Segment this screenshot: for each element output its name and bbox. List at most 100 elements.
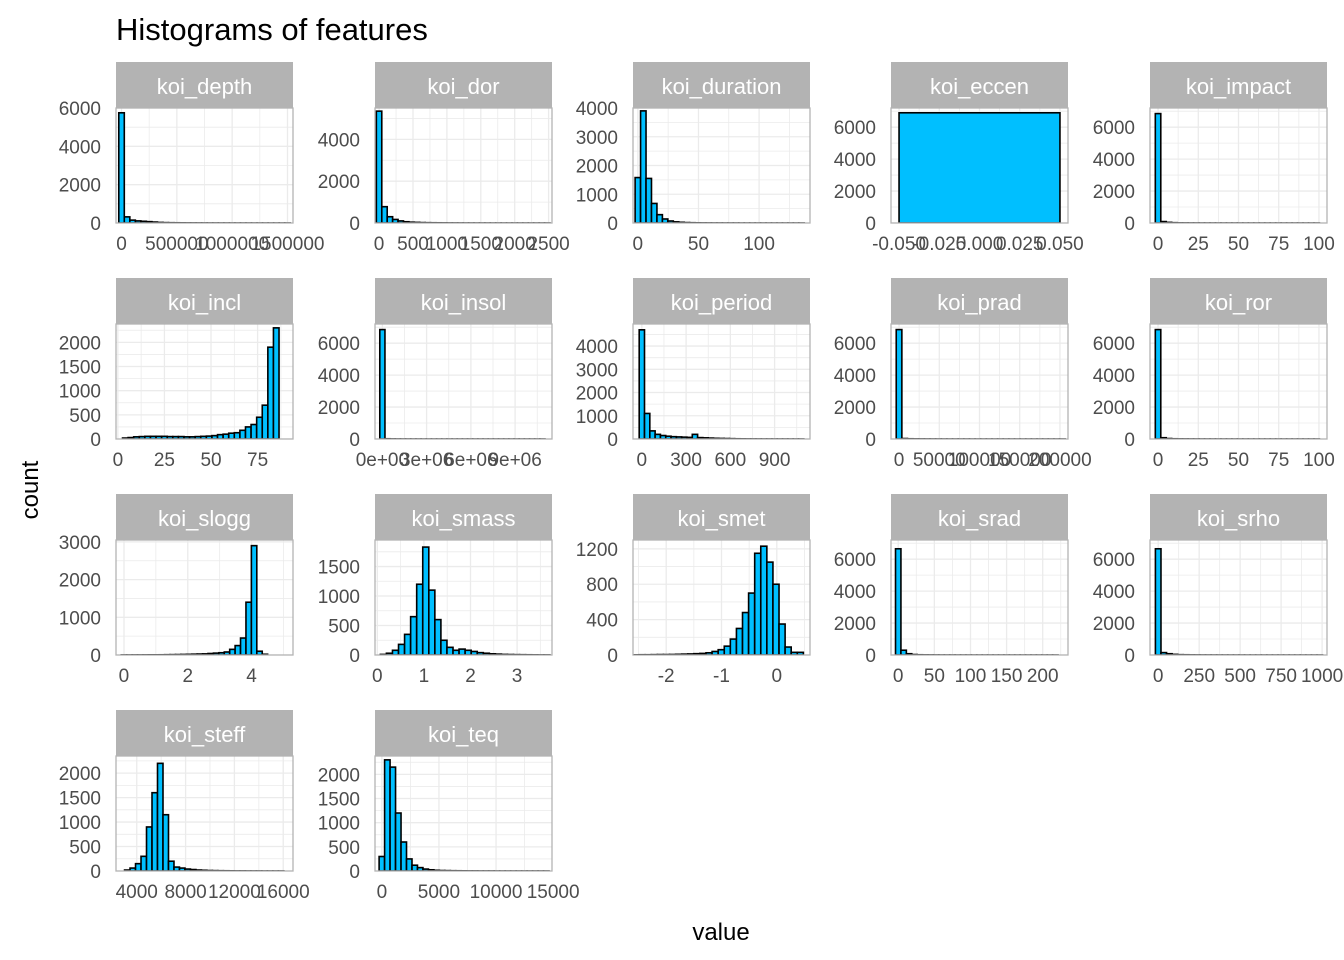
- y-tick-label: 0: [349, 214, 360, 235]
- histogram-bar: [645, 177, 653, 223]
- histogram-bar: [729, 638, 738, 655]
- x-tick-label: 500: [1224, 666, 1256, 687]
- chart-title: Histograms of features: [116, 12, 428, 47]
- histogram-bar: [446, 646, 454, 655]
- x-tick-label: 0: [377, 882, 388, 903]
- histogram-bar: [723, 645, 732, 655]
- histogram-bar: [228, 648, 236, 655]
- y-tick-label: 6000: [834, 118, 876, 139]
- facet-strip-label: koi_duration: [662, 74, 782, 99]
- facet-strip-label: koi_insol: [421, 290, 507, 315]
- y-tick-label: 1000: [59, 382, 101, 403]
- histogram-bars: [379, 546, 551, 655]
- facet-strip-label: koi_prad: [937, 290, 1021, 315]
- panel-border: [115, 539, 294, 656]
- histogram-bar: [134, 862, 142, 871]
- y-tick-label: 6000: [834, 550, 876, 571]
- facet-strip: [891, 62, 1068, 108]
- histogram-bar: [261, 404, 269, 439]
- x-tick-label: 25: [1188, 234, 1209, 255]
- x-tick-label: 0.025: [996, 234, 1044, 255]
- histogram-bar: [753, 552, 762, 655]
- y-tick-label: 4000: [834, 582, 876, 603]
- y-tick-label: 6000: [318, 334, 360, 355]
- y-tick-label: 400: [586, 611, 618, 632]
- x-tick-label: 150000: [988, 450, 1051, 471]
- facet-strip: [375, 278, 552, 324]
- x-tick-label: 5000: [418, 882, 460, 903]
- histogram-bars: [120, 544, 269, 655]
- x-tick-label: 9e+06: [488, 450, 541, 471]
- histogram-bar: [405, 858, 413, 871]
- gridlines: [375, 324, 552, 439]
- y-tick-label: 2000: [59, 333, 101, 354]
- y-tick-label: 2000: [318, 172, 360, 193]
- histogram-bar: [735, 627, 744, 655]
- panel-border: [374, 539, 553, 656]
- facet-strip-label: koi_steff: [164, 722, 246, 747]
- panel-border: [632, 107, 811, 224]
- y-tick-label: 1000: [59, 813, 101, 834]
- histogram-bar: [458, 648, 466, 655]
- facet-strip: [1150, 278, 1327, 324]
- y-tick-label: 2000: [59, 571, 101, 592]
- panel-border: [374, 755, 553, 872]
- facet-strip: [1150, 62, 1327, 108]
- facet-strip: [375, 710, 552, 756]
- x-tick-label: -0.050: [872, 234, 926, 255]
- facet-strip: [633, 278, 810, 324]
- x-tick-label: 0.000: [956, 234, 1004, 255]
- facet-koi_steff: koi_steff 0 500 1000 1500 2000 4000 8000 1200016…: [59, 710, 310, 903]
- histogram-bar: [895, 328, 903, 439]
- facet-strip-label: koi_impact: [1186, 74, 1291, 99]
- facet-koi_duration: koi_duration 0 1000 2000 3000 4000 0 50 100: [576, 62, 811, 255]
- panel-border: [632, 539, 811, 656]
- histogram-bar: [415, 583, 424, 655]
- x-tick-label: 0: [1153, 666, 1164, 687]
- facet-koi_depth: koi_depth 0 2000 4000 6000 0 50000010000001500…: [59, 62, 324, 255]
- x-tick-label: 2: [182, 666, 193, 687]
- histogram-bars: [378, 759, 550, 871]
- histogram-bars: [1154, 328, 1321, 439]
- histogram-bar: [250, 544, 258, 655]
- x-tick-label: 50000: [913, 450, 966, 471]
- histogram-bar: [167, 860, 175, 871]
- histogram-bar: [403, 633, 412, 655]
- y-tick-label: 2000: [576, 157, 618, 178]
- x-tick-label: 1500000: [250, 234, 324, 255]
- x-tick-label: 600: [714, 450, 746, 471]
- x-tick-label: 0: [894, 450, 905, 471]
- histogram-bar: [427, 589, 436, 655]
- facet-strip-label: koi_teq: [428, 722, 499, 747]
- gridlines: [891, 324, 1068, 439]
- histogram-bars: [633, 545, 805, 655]
- facet-koi_prad: koi_prad 0 2000 4000 6000 0 500001000001500002…: [834, 278, 1092, 471]
- x-tick-label: 750: [1265, 666, 1297, 687]
- histogram-bar: [151, 791, 159, 871]
- x-tick-label: 200000: [1028, 450, 1091, 471]
- x-tick-label: 75: [1268, 450, 1289, 471]
- panel-border: [890, 539, 1069, 656]
- x-tick-label: 200: [1027, 666, 1059, 687]
- histogram-bars: [375, 110, 551, 223]
- x-tick-label: 25: [1188, 450, 1209, 471]
- y-tick-label: 3000: [576, 128, 618, 149]
- y-tick-label: 0: [90, 430, 101, 451]
- histogram-bar: [434, 618, 442, 655]
- x-tick-label: 0: [633, 234, 644, 255]
- histogram-bar: [145, 826, 153, 871]
- histogram-bar: [778, 623, 786, 655]
- x-tick-label: 2000: [494, 234, 536, 255]
- x-tick-label: 500000: [145, 234, 208, 255]
- x-tick-label: 4000: [116, 882, 158, 903]
- histogram-bar: [397, 643, 406, 655]
- y-tick-label: 6000: [1093, 334, 1135, 355]
- y-tick-label: 0: [90, 214, 101, 235]
- y-tick-label: 3000: [59, 533, 101, 554]
- x-tick-label: 50: [1228, 234, 1249, 255]
- y-tick-label: 2000: [1093, 614, 1135, 635]
- x-tick-label: 15000: [527, 882, 580, 903]
- x-tick-label: 500: [397, 234, 429, 255]
- histogram-bar: [1154, 547, 1162, 655]
- histogram-bar: [741, 611, 750, 655]
